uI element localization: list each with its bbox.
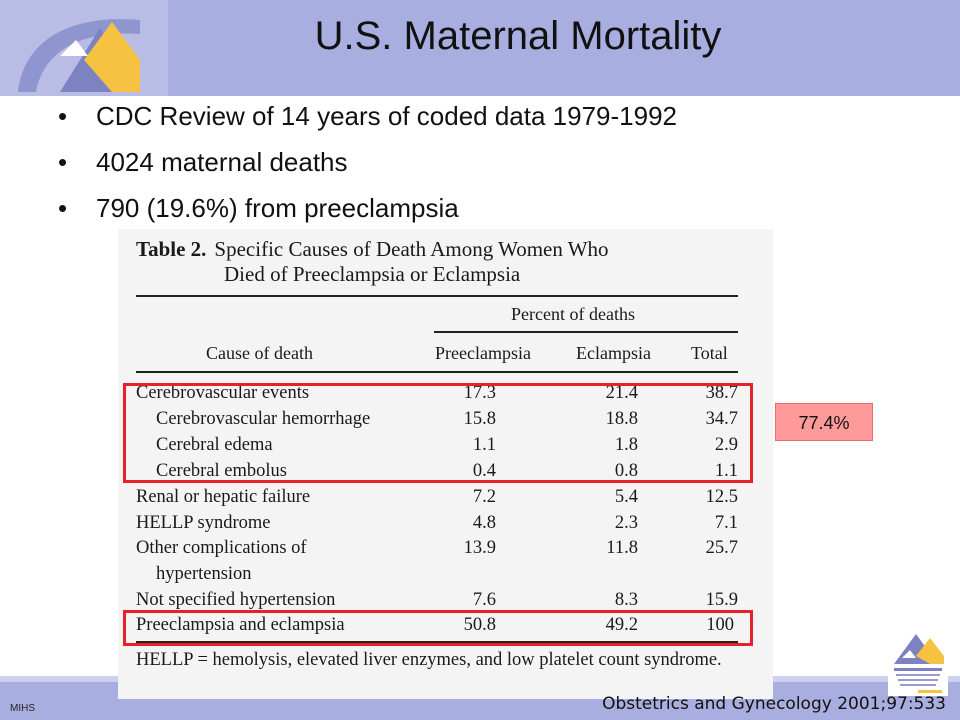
table-bottom-rule [136, 641, 738, 643]
table-cell-preeclampsia: 0.4 [472, 461, 496, 481]
header-bottom-rule [136, 371, 738, 373]
table-cell-total: 1.1 [714, 461, 738, 481]
table-top-rule [136, 295, 738, 297]
table-cell-eclampsia: 21.4 [605, 383, 638, 403]
table-row-cause-continued: hypertension [156, 564, 252, 584]
bullet-dot-icon: • [58, 193, 68, 223]
table-cell-eclampsia: 18.8 [605, 409, 638, 429]
column-header-preeclampsia: Preeclampsia [435, 343, 531, 363]
bullet-text: CDC Review of 14 years of coded data 197… [96, 101, 678, 131]
table-cell-total: 38.7 [705, 383, 738, 403]
callout-percentage: 77.4% [775, 403, 873, 441]
table-cell-total: 34.7 [705, 409, 738, 429]
table-cell-preeclampsia: 50.8 [463, 615, 496, 635]
citation: Obstetrics and Gynecology 2001;97:533 [602, 694, 946, 714]
table-row-cause: Cerebrovascular hemorrhage [156, 409, 371, 429]
table-cell-preeclampsia: 4.8 [472, 513, 496, 533]
table-label: Table 2. [136, 237, 207, 261]
table-cell-total: 12.5 [705, 487, 738, 507]
table-row-cause: Not specified hypertension [136, 590, 336, 610]
table-cell-preeclampsia: 13.9 [463, 538, 496, 558]
group-rule [434, 331, 738, 333]
footer-label: MIHS [10, 703, 35, 714]
table-title-line1: Specific Causes of Death Among Women Who [214, 237, 609, 261]
column-header-cause: Cause of death [206, 343, 313, 363]
table-cell-preeclampsia: 17.3 [463, 383, 496, 403]
bullet-item: • 4024 maternal deaths [58, 142, 677, 188]
table-cell-eclampsia: 49.2 [605, 615, 638, 635]
table-row-cause: Other complications of [136, 538, 307, 558]
cerebrovascular-highlight-box [123, 383, 753, 483]
preeclampsia-highlight-box [123, 610, 753, 646]
bullet-list: • CDC Review of 14 years of coded data 19… [58, 96, 677, 234]
column-header-total: Total [691, 343, 728, 363]
slide-title: U.S. Maternal Mortality [314, 14, 722, 58]
table-cell-preeclampsia: 15.8 [463, 409, 496, 429]
bullet-dot-icon: • [58, 147, 68, 177]
brand-mark-icon [0, 0, 168, 96]
table-image: Table 2. Specific Causes of Death Among W… [118, 229, 773, 699]
table-title: Table 2. Specific Causes of Death Among W… [136, 237, 766, 287]
column-header-eclampsia: Eclampsia [576, 343, 651, 363]
table-cell-total: 15.9 [705, 590, 738, 610]
table-cell-eclampsia: 0.8 [614, 461, 638, 481]
table-title-line2: Died of Preeclampsia or Eclampsia [224, 262, 521, 286]
bullet-text: 790 (19.6%) from preeclampsia [96, 193, 459, 223]
table-cell-total: 7.1 [714, 513, 738, 533]
table-row-cause: Cerebrovascular events [136, 383, 310, 403]
table-footnote: HELLP = hemolysis, elevated liver enzyme… [136, 650, 722, 670]
table-cell-eclampsia: 2.3 [614, 513, 638, 533]
table-row-cause: Preeclampsia and eclampsia [136, 615, 345, 635]
table-cell-eclampsia: 1.8 [614, 435, 638, 455]
table-cell-total: 100 [706, 615, 734, 635]
table-cell-preeclampsia: 1.1 [472, 435, 496, 455]
table-cell-preeclampsia: 7.6 [472, 590, 496, 610]
table-row-cause: Cerebral embolus [156, 461, 287, 481]
maricopa-logo [888, 624, 948, 696]
table-row-cause: Cerebral edema [156, 435, 273, 455]
bullet-item: • 790 (19.6%) from preeclampsia [58, 188, 677, 234]
table-row-cause: Renal or hepatic failure [136, 487, 311, 507]
bullet-text: 4024 maternal deaths [96, 147, 348, 177]
table-cell-preeclampsia: 7.2 [472, 487, 496, 507]
group-header: Percent of deaths [511, 304, 635, 324]
table-cell-eclampsia: 11.8 [606, 538, 638, 558]
table-cell-total: 25.7 [705, 538, 738, 558]
table-cell-total: 2.9 [714, 435, 738, 455]
table-cell-eclampsia: 8.3 [614, 590, 638, 610]
table-row-cause: HELLP syndrome [136, 513, 271, 533]
table-cell-eclampsia: 5.4 [614, 487, 638, 507]
bullet-dot-icon: • [58, 101, 68, 131]
bullet-item: • CDC Review of 14 years of coded data 19… [58, 96, 677, 142]
